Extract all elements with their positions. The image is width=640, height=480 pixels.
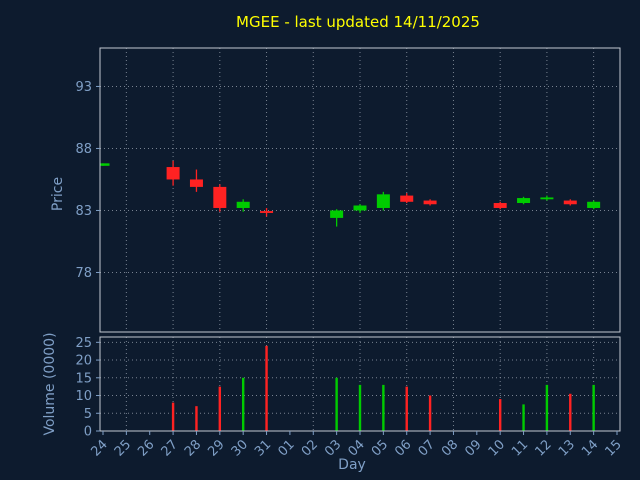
svg-text:26: 26	[135, 437, 157, 459]
svg-text:14: 14	[579, 437, 601, 459]
volume-axis-label: Volume (0000)	[42, 332, 58, 435]
svg-text:24: 24	[89, 437, 111, 459]
svg-text:29: 29	[205, 437, 227, 459]
svg-text:15: 15	[75, 371, 92, 386]
svg-text:78: 78	[75, 266, 92, 281]
svg-text:20: 20	[75, 354, 92, 369]
svg-text:25: 25	[112, 437, 134, 459]
svg-text:83: 83	[75, 204, 92, 219]
svg-text:15: 15	[603, 437, 625, 459]
x-axis-label: Day	[338, 457, 366, 473]
svg-text:0: 0	[84, 425, 92, 440]
svg-text:05: 05	[369, 437, 391, 459]
svg-text:88: 88	[75, 142, 92, 157]
svg-text:27: 27	[159, 437, 181, 459]
svg-text:02: 02	[299, 437, 321, 459]
svg-text:28: 28	[182, 437, 204, 459]
svg-text:10: 10	[486, 437, 508, 459]
svg-text:07: 07	[416, 437, 438, 459]
svg-text:11: 11	[509, 437, 531, 459]
svg-text:08: 08	[439, 437, 461, 459]
svg-text:5: 5	[84, 407, 92, 422]
chart-title: MGEE - last updated 14/11/2025	[236, 13, 480, 31]
price-axis-label: Price	[50, 177, 66, 211]
svg-text:25: 25	[75, 336, 92, 351]
svg-text:30: 30	[229, 437, 251, 459]
svg-text:93: 93	[75, 80, 92, 95]
svg-text:10: 10	[75, 389, 92, 404]
svg-text:06: 06	[392, 437, 414, 459]
svg-text:01: 01	[275, 437, 297, 459]
svg-text:09: 09	[462, 437, 484, 459]
svg-text:13: 13	[556, 437, 578, 459]
svg-text:31: 31	[252, 437, 274, 459]
svg-text:12: 12	[532, 437, 554, 459]
